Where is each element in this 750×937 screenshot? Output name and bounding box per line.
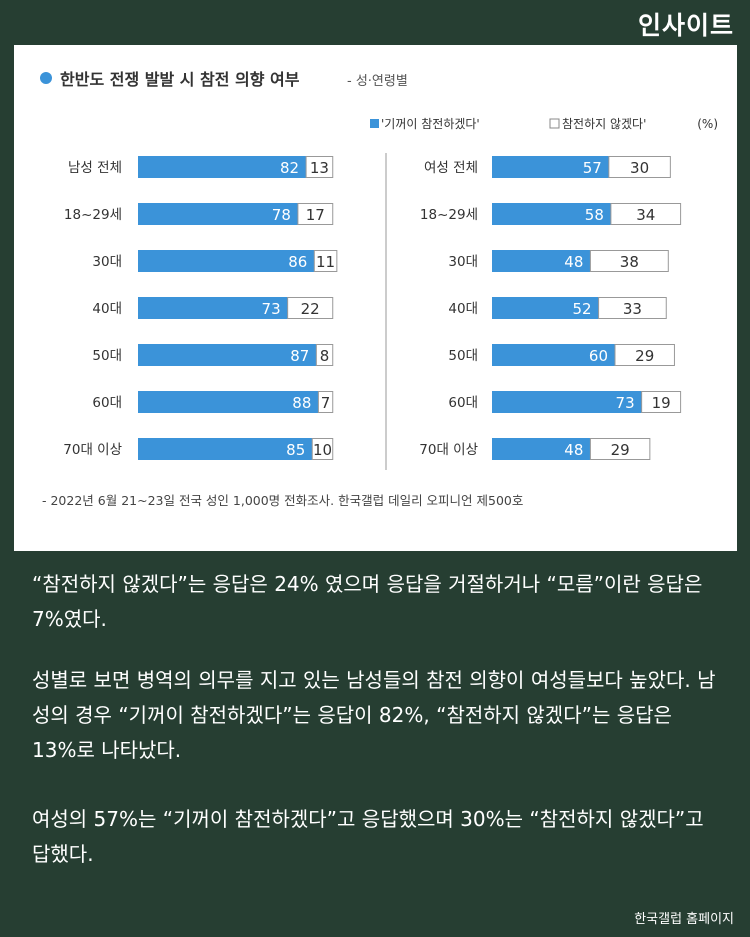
bar-yes [492,156,609,178]
bar-no [313,250,338,272]
bar-yes [138,156,307,178]
data-label-yes: 73 [262,300,281,318]
bar-no [608,156,671,178]
category-label: 여성 전체 [424,160,478,176]
data-label-yes: 58 [585,206,604,224]
data-label-yes: 86 [288,253,307,271]
source-credit: 한국갤럽 홈페이지 [634,912,734,927]
chart-title: 한반도 전쟁 발발 시 참전 의향 여부 [60,70,300,89]
data-label-no: 38 [620,253,639,271]
data-label-no: 29 [611,441,630,459]
legend-label-no: 참전하지 않겠다' [562,117,646,131]
bar-yes [138,203,298,225]
data-label-yes: 73 [616,394,635,412]
bars-group: 남성 전체 82 13 18~29세 78 17 30대 86 11 40대 73 22 50대 87 8 6… [63,156,682,460]
bar-yes [492,297,599,319]
paragraph-2: 성별로 보면 병역의 의무를 지고 있는 남성들의 참전 의향이 여성들보다 높… [32,668,716,762]
data-label-no: 17 [306,206,325,224]
bar-yes [138,250,315,272]
data-label-no: 11 [316,253,335,271]
bar-no [614,344,675,366]
chart-subtitle: - 성·연령별 [347,74,408,89]
chart-svg: 한반도 전쟁 발발 시 참전 의향 여부 - 성·연령별 '기꺼이 참전하겠다'… [40,70,718,508]
data-label-yes: 88 [292,394,311,412]
category-label: 30대 [448,254,478,270]
category-label: 50대 [448,348,478,364]
bar-no [589,438,651,460]
data-label-no: 13 [310,159,329,177]
bar-no [610,203,682,225]
category-label: 18~29세 [64,207,122,223]
data-label-yes: 78 [272,206,291,224]
chart-source: - 2022년 6월 21~23일 전국 성인 1,000명 전화조사. 한국갤… [42,493,523,508]
bar-yes [138,297,288,319]
data-label-no: 22 [301,300,320,318]
legend-label-yes: '기꺼이 참전하겠다' [381,117,480,131]
data-label-yes: 60 [589,347,608,365]
category-label: 70대 이상 [419,442,478,458]
category-label: 40대 [92,301,122,317]
category-label: 60대 [92,395,122,411]
data-label-yes: 52 [573,300,592,318]
bar-no [287,297,334,319]
category-label: 남성 전체 [68,160,122,176]
paragraph-3: 여성의 57%는 “기꺼이 참전하겠다”고 응답했으며 30%는 “참전하지 않… [32,807,704,866]
data-label-yes: 48 [564,441,583,459]
data-label-no: 30 [630,159,649,177]
data-label-yes: 87 [290,347,309,365]
data-label-no: 7 [321,394,331,412]
bar-no [641,391,682,413]
bar-no [317,391,334,413]
data-label-yes: 48 [564,253,583,271]
data-label-yes: 57 [583,159,602,177]
category-label: 40대 [448,301,478,317]
chart-card: 한반도 전쟁 발발 시 참전 의향 여부 - 성·연령별 '기꺼이 참전하겠다'… [14,45,737,551]
bar-no [589,250,669,272]
category-label: 50대 [92,348,122,364]
category-label: 30대 [92,254,122,270]
legend-swatch-yes [370,119,379,128]
legend-unit: (%) [697,117,718,131]
data-label-no: 34 [636,206,655,224]
data-label-yes: 85 [286,441,305,459]
paragraph-1: “참전하지 않겠다”는 응답은 24% 였으며 응답을 거절하거나 “모름”이란… [32,572,703,631]
data-label-yes: 82 [280,159,299,177]
bar-yes [138,344,317,366]
bar-yes [492,391,642,413]
bar-yes [492,438,591,460]
bar-no [311,438,334,460]
category-label: 60대 [448,395,478,411]
category-label: 18~29세 [420,207,478,223]
bar-no [305,156,334,178]
brand-logo: 인사이트 [637,11,734,40]
data-label-no: 29 [635,347,654,365]
bar-yes [138,391,319,413]
legend-swatch-no [549,118,560,129]
bar-yes [492,203,611,225]
data-label-no: 8 [320,347,330,365]
title-bullet-icon [40,72,52,84]
data-label-no: 19 [652,394,671,412]
bar-no [598,297,667,319]
category-label: 70대 이상 [63,442,122,458]
bar-no [297,203,334,225]
bar-no [315,344,334,366]
bar-yes [492,250,591,272]
bar-yes [492,344,615,366]
bar-yes [138,438,313,460]
data-label-no: 33 [623,300,642,318]
data-label-no: 10 [313,441,332,459]
